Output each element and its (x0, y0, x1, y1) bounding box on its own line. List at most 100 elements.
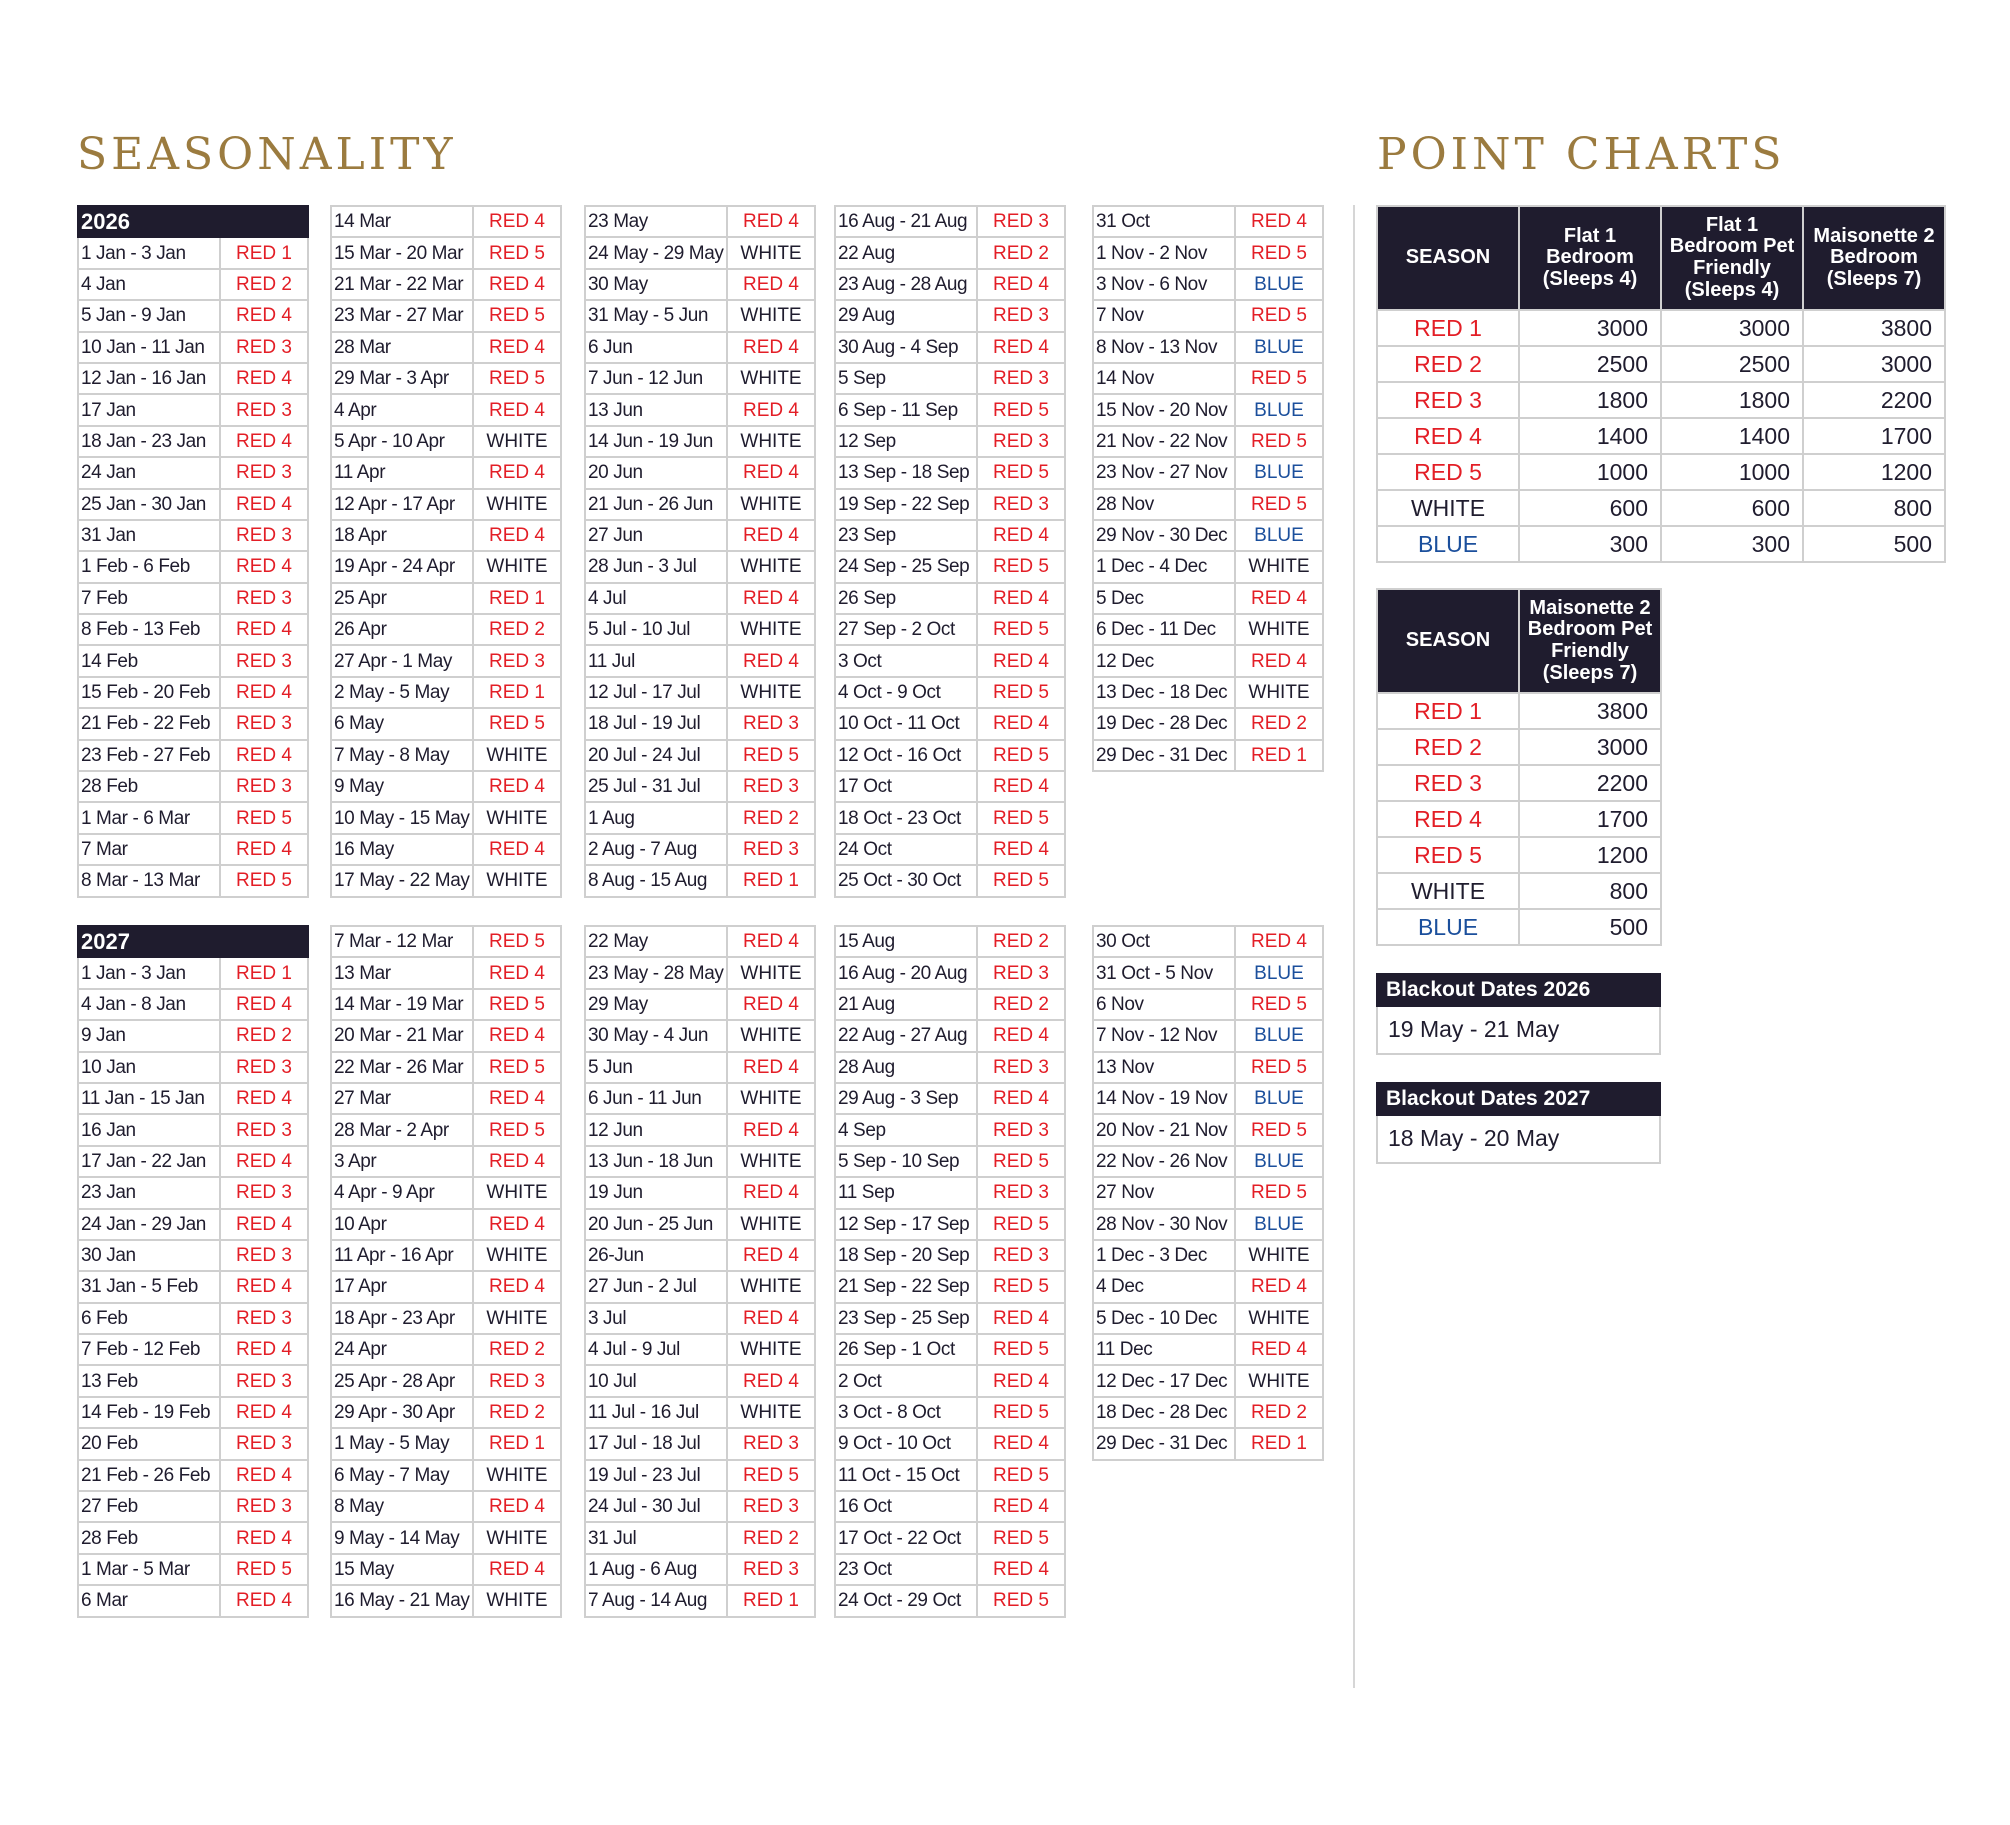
table-row: 6 Sep - 11 Sep RED 5 (834, 393, 1066, 427)
points-value: 2200 (1518, 764, 1662, 802)
table-row: 1 Aug RED 2 (584, 801, 816, 835)
points-value: 3800 (1518, 692, 1662, 730)
season-label: RED 5 (976, 550, 1066, 584)
date-range: 17 May - 22 May (330, 864, 474, 898)
table-row: 23 Sep - 25 Sep RED 4 (834, 1301, 1066, 1336)
date-range: 8 May (330, 1490, 474, 1524)
table-row: 1 Mar - 6 Mar RED 5 (77, 801, 309, 835)
table-row: 23 Feb - 27 Feb RED 4 (77, 738, 309, 773)
season-label: RED 3 (976, 204, 1066, 239)
table-row: 24 Jul - 30 Jul RED 3 (584, 1490, 816, 1524)
season-label: RED 4 (1234, 644, 1324, 678)
date-range: 12 Jul - 17 Jul (584, 675, 728, 710)
season-label: RED 2 (976, 987, 1066, 1022)
date-range: 13 Nov (1092, 1050, 1236, 1084)
date-range: 7 May - 8 May (330, 738, 474, 773)
season-label: WHITE (726, 236, 816, 270)
season-label: WHITE (726, 1395, 816, 1430)
table-row: 12 Sep - 17 Sep RED 5 (834, 1207, 1066, 1241)
season-header: SEASON (1376, 205, 1520, 311)
table-row: 14 Jun - 19 Jun WHITE (584, 424, 816, 459)
table-row: 19 Dec - 28 Dec RED 2 (1092, 707, 1324, 741)
season-label: RED 3 (219, 644, 309, 678)
season-label: RED 4 (976, 1081, 1066, 1116)
date-range: 30 May - 4 Jun (584, 1019, 728, 1053)
table-row: 6 May - 7 May WHITE (330, 1458, 562, 1493)
table-row: 18 Jan - 23 Jan RED 4 (77, 424, 309, 459)
table-row: 4 Sep RED 3 (834, 1113, 1066, 1147)
table-row: 15 Aug RED 2 (834, 924, 1066, 959)
table-row: 29 May RED 4 (584, 987, 816, 1022)
date-range: 10 Oct - 11 Oct (834, 707, 978, 741)
season-label: BLUE (1234, 956, 1324, 990)
date-range: 27 Apr - 1 May (330, 644, 474, 678)
season-label: RED 5 (976, 801, 1066, 835)
date-range: 23 May - 28 May (584, 956, 728, 990)
table-row: 8 Feb - 13 Feb RED 4 (77, 613, 309, 647)
date-range: 27 Feb (77, 1490, 221, 1524)
date-range: 25 Apr (330, 581, 474, 616)
date-range: 27 Jun (584, 518, 728, 553)
season-label: RED 4 (726, 987, 816, 1022)
season-label: RED 2 (472, 613, 562, 647)
season-label: WHITE (726, 487, 816, 521)
date-range: 18 Dec - 28 Dec (1092, 1395, 1236, 1430)
season-label: RED 4 (726, 1050, 816, 1084)
table-row: 5 Dec RED 4 (1092, 581, 1324, 616)
table-row: 23 Jan RED 3 (77, 1176, 309, 1210)
date-range: 23 Oct (834, 1552, 978, 1587)
table-row: RED 2 2500 2500 3000 (1376, 345, 1946, 383)
date-range: 22 Aug - 27 Aug (834, 1019, 978, 1053)
season-label: RED 3 (219, 1490, 309, 1524)
season-table-2027-col-4: 15 Aug RED 2 16 Aug - 20 Aug RED 3 21 Aug RED… (834, 924, 1066, 1618)
season-label: RED 3 (976, 1050, 1066, 1084)
date-range: 2 Oct (834, 1364, 978, 1398)
date-range: 27 Nov (1092, 1176, 1236, 1210)
date-range: 29 Apr - 30 Apr (330, 1395, 474, 1430)
season-header: SEASON (1376, 588, 1520, 694)
season-label: RED 3 (219, 1427, 309, 1461)
season-label: RED 4 (726, 267, 816, 302)
date-range: 4 Apr - 9 Apr (330, 1176, 474, 1210)
date-range: 13 Mar (330, 956, 474, 990)
date-range: 25 Apr - 28 Apr (330, 1364, 474, 1398)
table-row: 12 Dec RED 4 (1092, 644, 1324, 678)
date-range: 26 Apr (330, 613, 474, 647)
season-label: BLUE (1234, 1144, 1324, 1179)
table-row: 1 Mar - 5 Mar RED 5 (77, 1552, 309, 1587)
date-range: 24 Jan - 29 Jan (77, 1207, 221, 1241)
season-label: RED 5 (976, 1458, 1066, 1493)
table-row: RED 4 1400 1400 1700 (1376, 417, 1946, 455)
date-range: 8 Mar - 13 Mar (77, 864, 221, 898)
season-label: RED 4 (726, 518, 816, 553)
date-range: 7 Mar (77, 832, 221, 867)
date-range: 27 Mar (330, 1081, 474, 1116)
date-range: 4 Dec (1092, 1270, 1236, 1304)
season-label: RED 5 (472, 1050, 562, 1084)
table-row: 22 Aug - 27 Aug RED 4 (834, 1019, 1066, 1053)
points-value: 1200 (1518, 836, 1662, 874)
season-label: RED 5 (1234, 487, 1324, 521)
table-row: 16 Oct RED 4 (834, 1490, 1066, 1524)
season-label: RED 4 (726, 204, 816, 239)
table-row: 4 Jan - 8 Jan RED 4 (77, 987, 309, 1022)
date-range: 5 Dec (1092, 581, 1236, 616)
table-row: 19 Apr - 24 Apr WHITE (330, 550, 562, 584)
date-range: 20 Jun - 25 Jun (584, 1207, 728, 1241)
season-label: RED 5 (976, 1521, 1066, 1555)
season-label: RED 5 (219, 864, 309, 898)
date-range: 9 May - 14 May (330, 1521, 474, 1555)
date-range: 5 Jan - 9 Jan (77, 299, 221, 333)
table-row: 17 Oct RED 4 (834, 770, 1066, 804)
season-label: RED 4 (472, 1552, 562, 1587)
date-range: 6 Dec - 11 Dec (1092, 613, 1236, 647)
table-row: 30 Aug - 4 Sep RED 4 (834, 330, 1066, 364)
season-label: WHITE (472, 1176, 562, 1210)
date-range: 17 Apr (330, 1270, 474, 1304)
season-label: RED 4 (472, 1490, 562, 1524)
date-range: 11 Dec (1092, 1333, 1236, 1367)
season-label: RED 2 (1376, 345, 1520, 383)
season-label: RED 4 (472, 1144, 562, 1179)
date-range: 14 Jun - 19 Jun (584, 424, 728, 459)
